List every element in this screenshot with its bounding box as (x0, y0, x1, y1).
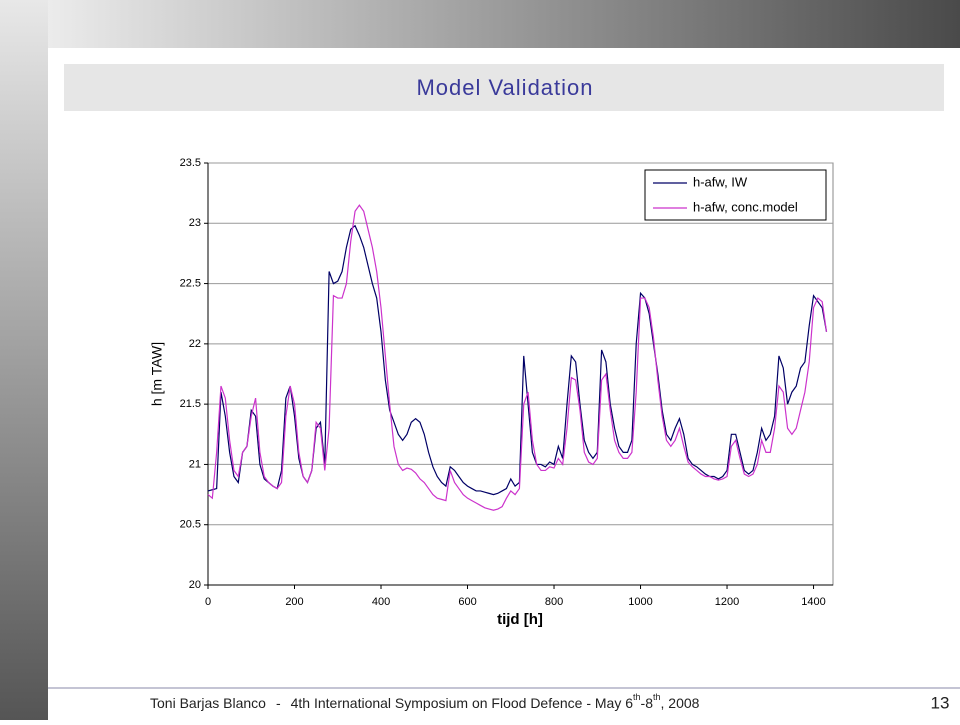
x-tick-label: 1400 (801, 596, 825, 608)
x-tick-label: 400 (372, 596, 390, 608)
footer-mid: -8 (641, 695, 654, 711)
legend-box (644, 169, 827, 221)
page-number: 13 (931, 693, 950, 712)
footer-end: , 2008 (661, 695, 700, 711)
chart: 20 20.5 21 21.5 22 22.5 23 23.5 0 200 400 600 800 100… (180, 157, 833, 608)
y-tick-label: 22.5 (180, 277, 201, 289)
left-banner (0, 0, 48, 720)
footer-sup: th (633, 692, 641, 702)
x-tick-label: 200 (285, 596, 303, 608)
y-tick-label: 23 (189, 217, 201, 229)
plot-area (207, 162, 834, 586)
series-line (207, 204, 828, 511)
legend-label: h-afw, conc.model (693, 199, 798, 214)
title-box (64, 64, 944, 111)
x-tick-label: 800 (545, 596, 563, 608)
x-tick-label: 1200 (715, 596, 739, 608)
x-tick-label: 600 (458, 596, 476, 608)
footer-event: 4th International Symposium on Flood Def… (291, 695, 634, 711)
footer-sup: th (653, 692, 661, 702)
footer-author: Toni Barjas Blanco (150, 695, 266, 711)
top-banner (0, 0, 960, 48)
y-axis-label: h [m TAW] (149, 342, 165, 406)
slide-title: Model Validation (416, 75, 593, 100)
y-tick-label: 20.5 (180, 519, 201, 531)
x-tick-label: 1000 (628, 596, 652, 608)
y-tick-label: 21 (189, 458, 201, 470)
x-tick-label: 0 (205, 596, 211, 608)
y-tick-label: 21.5 (180, 398, 201, 410)
legend-label: h-afw, IW (693, 174, 748, 189)
y-tick-label: 22 (189, 338, 201, 350)
y-tick-label: 23.5 (180, 157, 201, 169)
footer-separator: - (276, 695, 281, 711)
footer: Toni Barjas Blanco -4th International Sym… (150, 692, 700, 710)
y-tick-label: 20 (189, 579, 201, 591)
x-axis-label: tijd [h] (497, 611, 543, 628)
